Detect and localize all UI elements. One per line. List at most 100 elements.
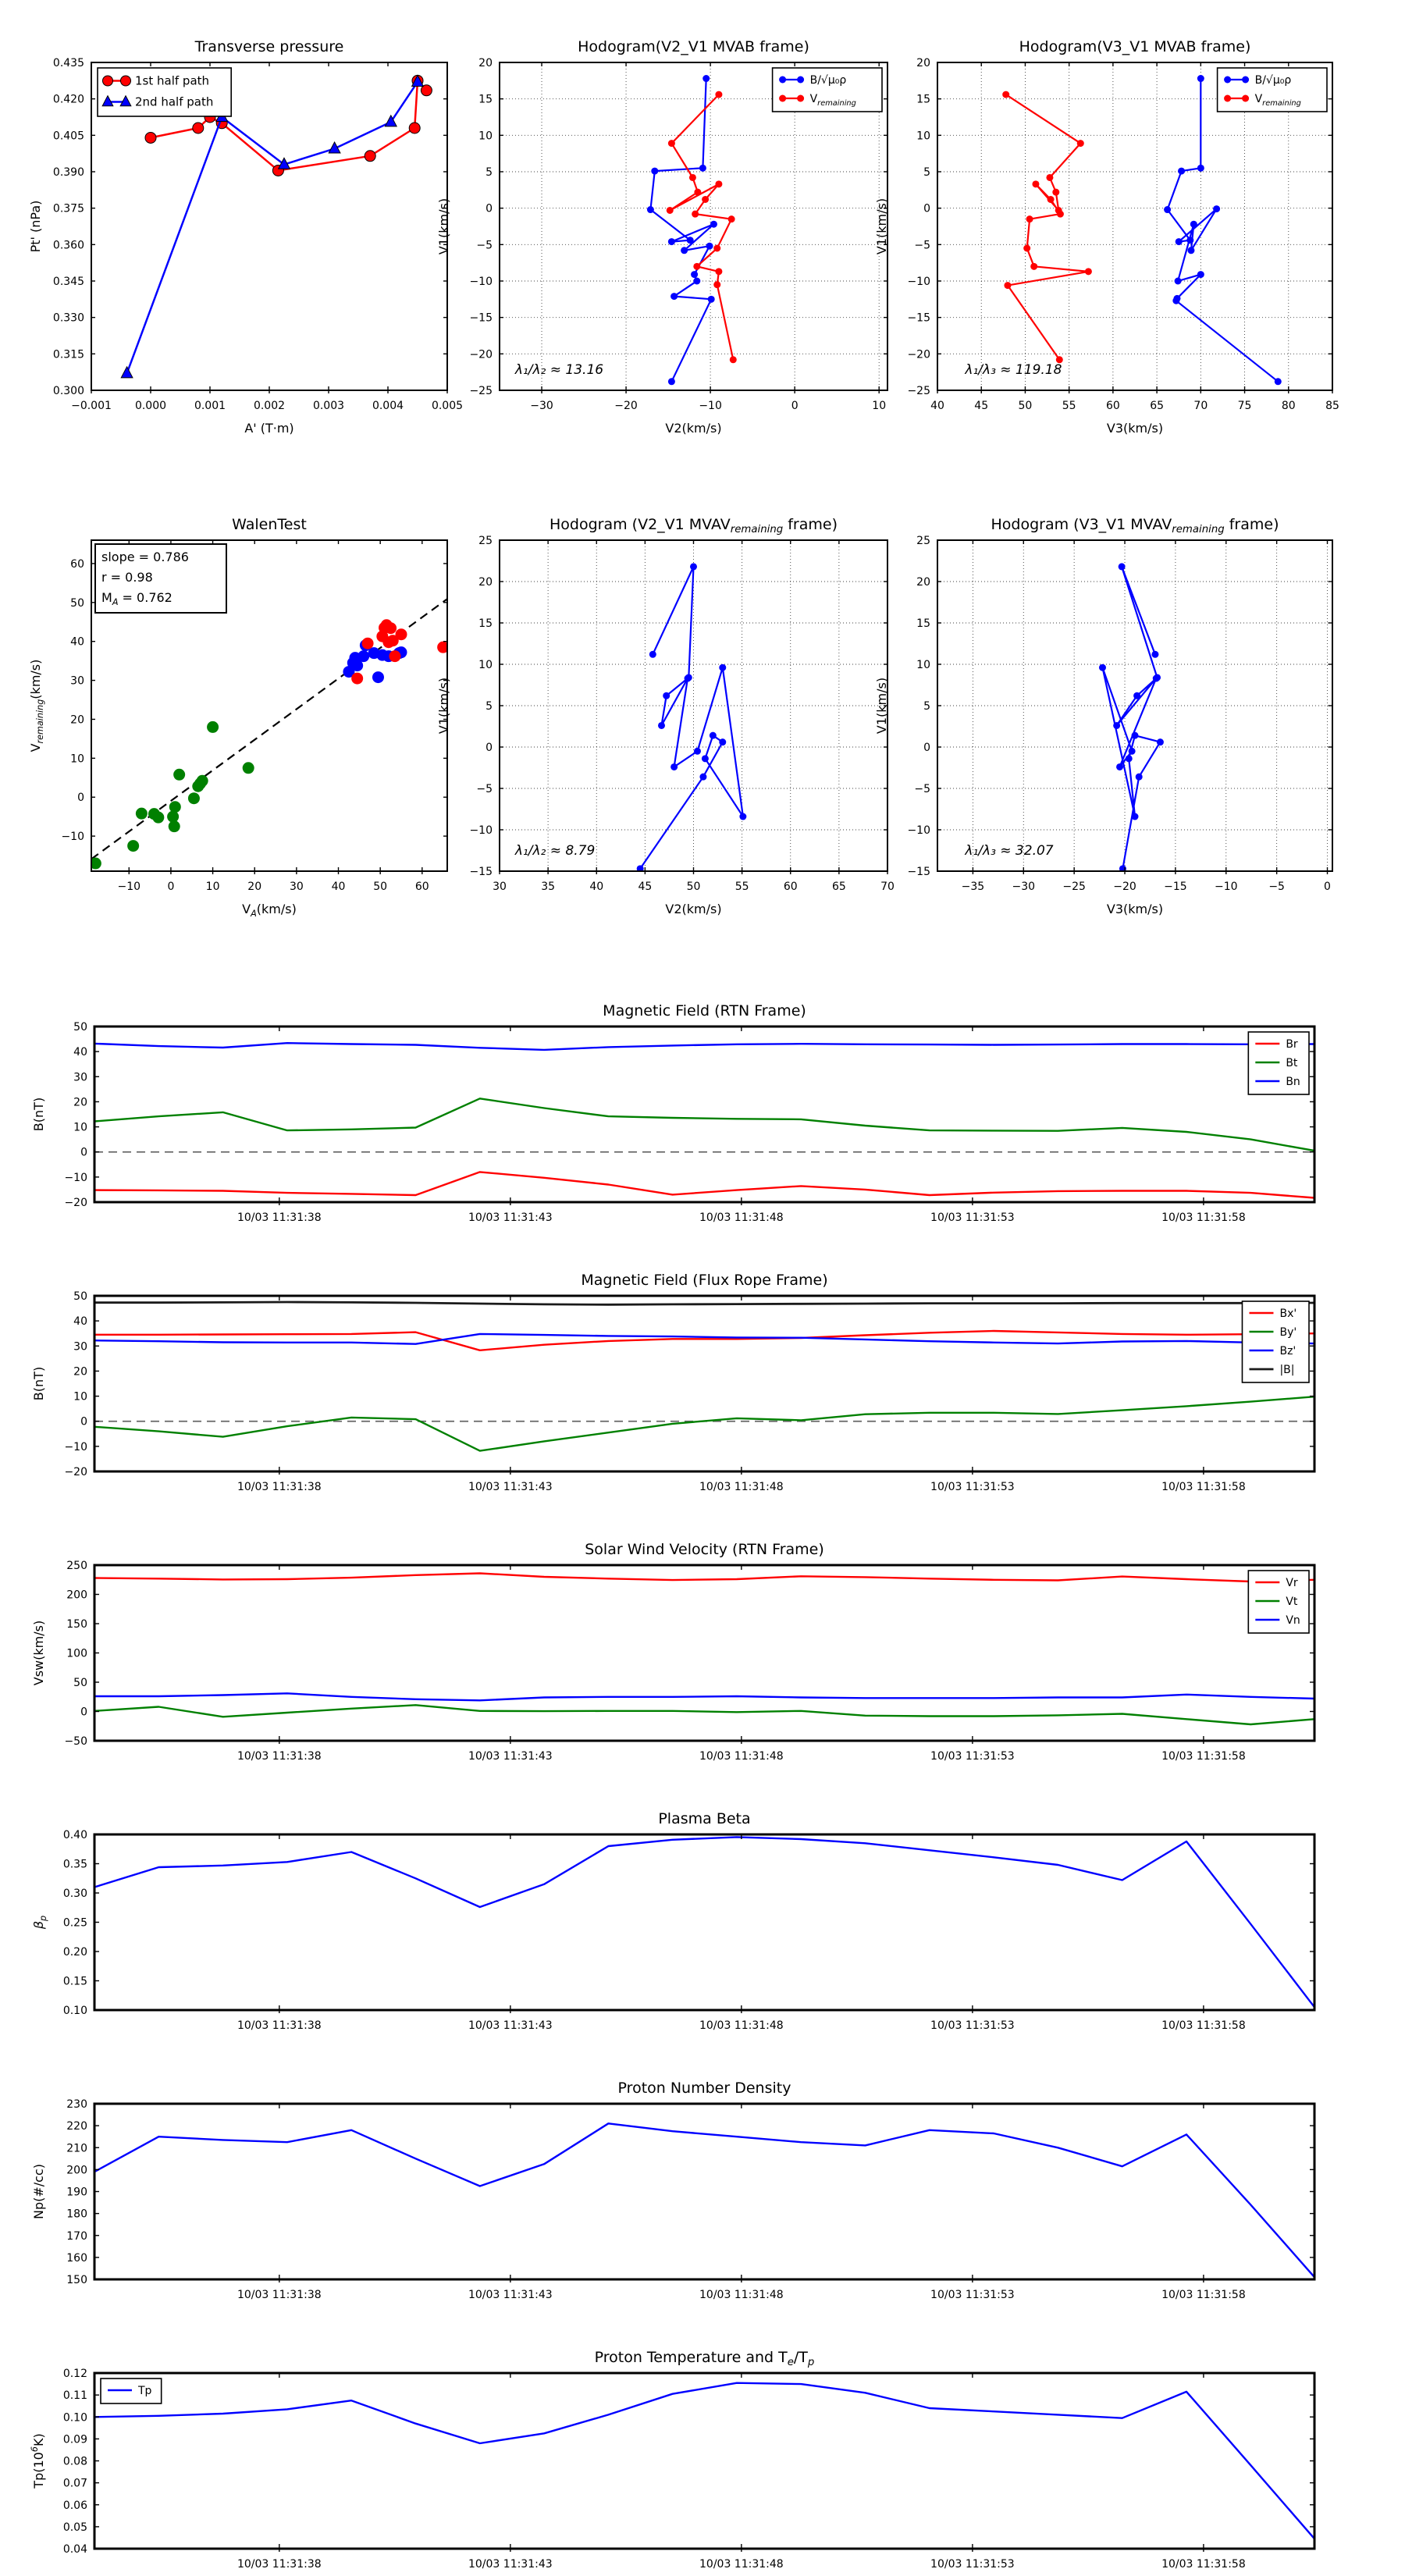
marker-circle bbox=[667, 238, 675, 246]
x-tick-label: 35 bbox=[541, 881, 555, 893]
marker-circle bbox=[1133, 692, 1141, 699]
marker-circle bbox=[797, 76, 805, 84]
y-tick-label: 0.300 bbox=[53, 385, 84, 397]
legend-label: Bn bbox=[1286, 1076, 1300, 1088]
marker-circle bbox=[169, 801, 181, 813]
x-tick-label: 0 bbox=[791, 400, 799, 412]
x-axis-label: V3(km/s) bbox=[1107, 421, 1163, 436]
y-tick-label: 20 bbox=[916, 57, 930, 69]
legend-label: Bz' bbox=[1279, 1345, 1296, 1357]
x-tick-label: 10/03 11:31:53 bbox=[930, 2019, 1015, 2032]
y-tick-label: 20 bbox=[73, 1365, 87, 1378]
x-tick-label: 55 bbox=[1062, 400, 1076, 412]
series-line-beta-p bbox=[94, 1836, 1315, 2008]
y-tick-label: 40 bbox=[73, 1315, 87, 1328]
marker-triangle bbox=[277, 157, 291, 169]
marker-circle bbox=[649, 650, 656, 658]
y-tick-label: 0 bbox=[923, 203, 930, 215]
y-tick-label: 250 bbox=[66, 1560, 87, 1572]
marker-circle bbox=[797, 94, 805, 102]
marker-circle bbox=[702, 75, 710, 83]
y-tick-label: −20 bbox=[64, 1466, 87, 1478]
x-tick-label: −10 bbox=[1215, 881, 1238, 893]
marker-circle bbox=[681, 247, 688, 254]
y-axis-label: V1(km/s) bbox=[436, 678, 451, 734]
legend-label: 1st half path bbox=[135, 74, 209, 88]
y-tick-label: 150 bbox=[66, 1618, 87, 1631]
y-tick-label: 15 bbox=[478, 617, 493, 630]
series-line-by- bbox=[94, 1396, 1315, 1452]
marker-circle bbox=[1152, 674, 1160, 682]
x-tick-label: −10 bbox=[699, 400, 722, 412]
marker-circle bbox=[351, 672, 364, 685]
marker-circle bbox=[1084, 268, 1092, 276]
x-tick-label: 10/03 11:31:53 bbox=[930, 2558, 1015, 2571]
marker-circle bbox=[715, 180, 723, 188]
legend-label: B/√μ₀ρ bbox=[1255, 74, 1292, 87]
y-tick-label: 0.40 bbox=[63, 1829, 87, 1841]
legend-label: |B| bbox=[1279, 1364, 1294, 1376]
series-layer bbox=[120, 74, 432, 379]
panel-title: WalenTest bbox=[232, 516, 307, 533]
panel-title: Hodogram (V3_V1 MVAVremaining​ frame) bbox=[991, 516, 1279, 535]
marker-circle bbox=[1156, 738, 1164, 746]
marker-triangle bbox=[119, 94, 132, 107]
panel-walen-test: −10 0 10 20 30 40 50 60 −10 0 10 20 30 40 50 60 WalenTes… bbox=[28, 516, 448, 919]
x-tick-label: 0 bbox=[1324, 881, 1331, 893]
marker-circle bbox=[715, 268, 723, 276]
x-tick-label: −0.001 bbox=[71, 400, 112, 412]
x-axis-label: VA​(km/s) bbox=[242, 902, 297, 919]
marker-circle bbox=[779, 76, 787, 84]
y-tick-label: 5 bbox=[486, 166, 493, 179]
marker-triangle bbox=[384, 114, 397, 127]
x-tick-label: 80 bbox=[1282, 400, 1296, 412]
marker-circle bbox=[1026, 215, 1033, 223]
y-tick-label: 170 bbox=[66, 2230, 87, 2243]
panel-title: Hodogram(V2_V1 MVAB frame) bbox=[578, 38, 809, 55]
x-tick-label: 20 bbox=[247, 881, 261, 893]
y-tick-label: 0.25 bbox=[63, 1917, 87, 1930]
legend: Bx' By' Bz' |B| bbox=[1241, 1300, 1310, 1383]
legend-label: B/√μ₀ρ bbox=[810, 74, 847, 87]
y-tick-label: 25 bbox=[916, 535, 930, 547]
y-axis-label: βp​ bbox=[31, 1916, 48, 1930]
x-tick-label: −15 bbox=[1164, 881, 1187, 893]
x-tick-label: 10/03 11:31:53 bbox=[930, 1212, 1015, 1224]
marker-circle bbox=[1242, 76, 1250, 84]
y-tick-label: 30 bbox=[70, 675, 84, 688]
panel-proton-density: 10/03 11:31:38 10/03 11:31:43 10/03 11:31:… bbox=[31, 2080, 1316, 2301]
marker-circle bbox=[1047, 195, 1055, 203]
x-tick-label: 10/03 11:31:43 bbox=[468, 2019, 553, 2032]
series-line-bt bbox=[94, 1098, 1315, 1152]
y-tick-label: 200 bbox=[66, 1589, 87, 1602]
x-tick-label: −10 bbox=[118, 881, 141, 893]
marker-circle bbox=[636, 865, 644, 872]
legend-label: Bt bbox=[1286, 1057, 1298, 1069]
marker-circle bbox=[242, 762, 254, 774]
stats-line: MA​ = 0.762 bbox=[101, 590, 173, 607]
marker-circle bbox=[1190, 220, 1197, 228]
y-tick-label: 220 bbox=[66, 2120, 87, 2133]
x-tick-label: 40 bbox=[332, 881, 346, 893]
stats-line: slope = 0.786 bbox=[101, 550, 189, 564]
x-tick-label: 30 bbox=[493, 881, 507, 893]
y-tick-label: 10 bbox=[70, 753, 84, 765]
y-tick-label: 20 bbox=[73, 1096, 87, 1108]
marker-circle bbox=[1197, 271, 1204, 279]
y-tick-label: 20 bbox=[916, 576, 930, 589]
panel-title: Magnetic Field (Flux Rope Frame) bbox=[581, 1272, 827, 1289]
panel-hodogram-v2v1-mvav: 30 35 40 45 50 55 60 65 70 −15 −10 −5 0 5 10 15 20 25 Hodo… bbox=[436, 516, 895, 916]
series-line-bz- bbox=[94, 1332, 1315, 1345]
x-tick-label: 85 bbox=[1325, 400, 1339, 412]
y-tick-label: −10 bbox=[907, 276, 930, 288]
y-axis-label: Tp(106​K) bbox=[30, 2433, 46, 2489]
marker-circle bbox=[1032, 180, 1040, 188]
axes-frame bbox=[93, 1294, 1316, 1473]
marker-circle bbox=[739, 813, 747, 820]
marker-circle bbox=[173, 768, 186, 781]
panel-b-fluxrope: 10/03 11:31:38 10/03 11:31:43 10/03 11:31:… bbox=[31, 1272, 1316, 1493]
x-tick-label: 55 bbox=[735, 881, 749, 893]
x-tick-label: 10/03 11:31:58 bbox=[1161, 1481, 1246, 1493]
series-line--b- bbox=[94, 1300, 1315, 1306]
